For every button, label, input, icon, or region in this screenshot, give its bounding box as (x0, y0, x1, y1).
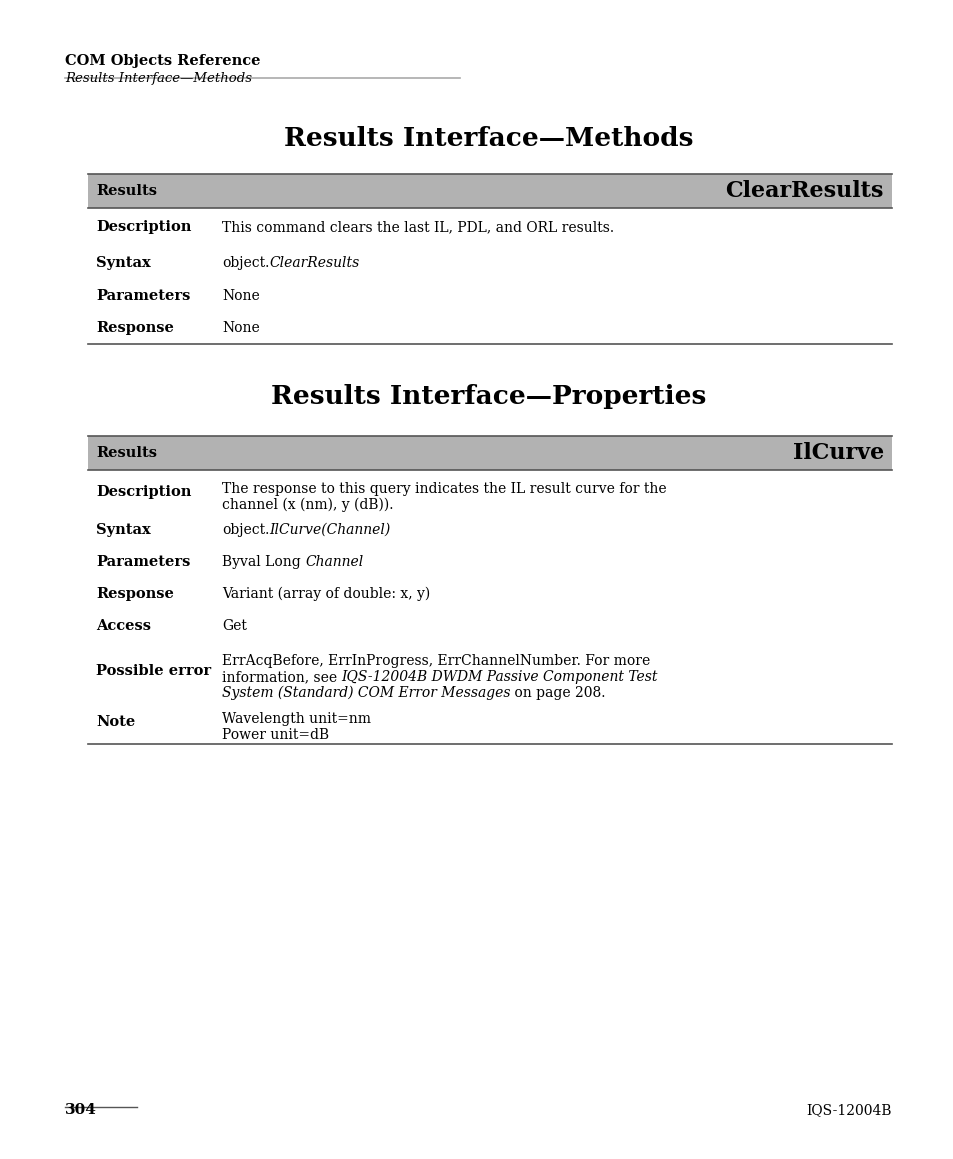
Text: Results Interface—Methods: Results Interface—Methods (65, 72, 252, 85)
Text: This command clears the last IL, PDL, and ORL results.: This command clears the last IL, PDL, an… (222, 220, 614, 234)
Text: COM Objects Reference: COM Objects Reference (65, 54, 260, 68)
Text: The response to this query indicates the IL result curve for the: The response to this query indicates the… (222, 482, 666, 496)
Text: Possible error: Possible error (96, 664, 211, 678)
Text: Power unit=dB: Power unit=dB (222, 728, 329, 742)
Text: Channel: Channel (305, 555, 363, 569)
Text: information, see: information, see (222, 670, 341, 684)
Text: None: None (222, 289, 259, 302)
Text: Get: Get (222, 619, 247, 633)
Text: None: None (222, 321, 259, 335)
Text: ClearResults: ClearResults (269, 256, 359, 270)
Text: Syntax: Syntax (96, 523, 151, 537)
Text: Access: Access (96, 619, 151, 633)
Text: ClearResults: ClearResults (725, 180, 883, 202)
Text: channel (x (nm), y (dB)).: channel (x (nm), y (dB)). (222, 498, 393, 512)
Text: Results Interface—Properties: Results Interface—Properties (271, 384, 705, 409)
Text: 304: 304 (65, 1103, 97, 1117)
Text: Variant (array of double: x, y): Variant (array of double: x, y) (222, 586, 430, 602)
Text: object.: object. (222, 256, 269, 270)
Text: Wavelength unit=nm: Wavelength unit=nm (222, 712, 371, 726)
Text: object.: object. (222, 523, 269, 537)
Text: Response: Response (96, 586, 173, 602)
Text: Note: Note (96, 715, 135, 729)
Text: Description: Description (96, 220, 192, 234)
Text: IlCurve(Channel): IlCurve(Channel) (269, 523, 390, 537)
Text: Results: Results (96, 184, 157, 198)
Text: System (Standard) COM Error Messages: System (Standard) COM Error Messages (222, 686, 510, 700)
Text: Byval Long: Byval Long (222, 555, 305, 569)
Bar (88, 436, 891, 471)
Text: IlCurve: IlCurve (792, 442, 883, 464)
Text: Response: Response (96, 321, 173, 335)
Text: Syntax: Syntax (96, 256, 151, 270)
Text: Parameters: Parameters (96, 289, 191, 302)
Text: IQS-12004B: IQS-12004B (805, 1103, 891, 1117)
Text: Description: Description (96, 484, 192, 500)
Text: on page 208.: on page 208. (510, 686, 605, 700)
Text: IQS-12004B DWDM Passive Component Test: IQS-12004B DWDM Passive Component Test (341, 670, 658, 684)
Text: Results Interface—Methods: Results Interface—Methods (283, 126, 693, 151)
Text: Parameters: Parameters (96, 555, 191, 569)
Text: ErrAcqBefore, ErrInProgress, ErrChannelNumber. For more: ErrAcqBefore, ErrInProgress, ErrChannelN… (222, 654, 650, 668)
Text: Results: Results (96, 446, 157, 460)
Bar (88, 174, 891, 207)
